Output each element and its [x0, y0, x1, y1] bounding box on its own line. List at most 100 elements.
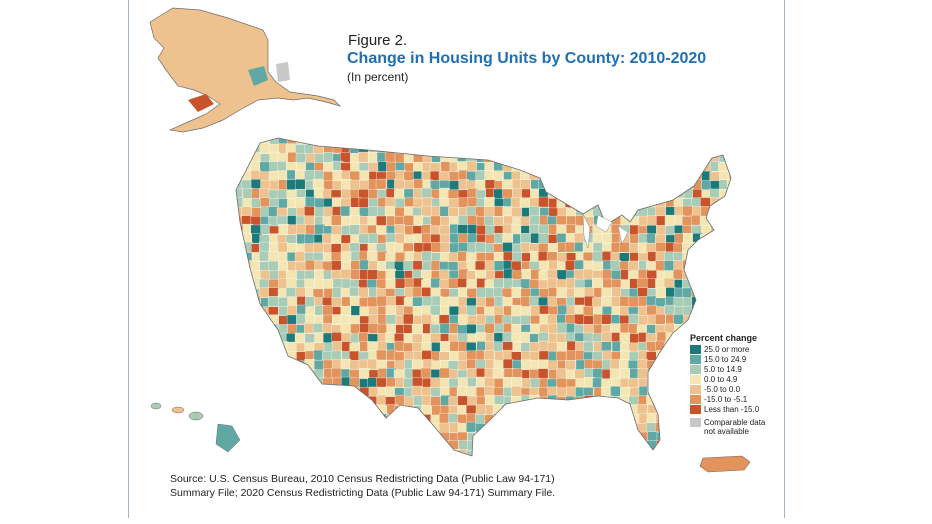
county-cell	[476, 450, 487, 456]
county-cell	[304, 144, 315, 155]
puerto-rico-shape	[699, 455, 751, 473]
county-cell	[629, 243, 640, 254]
county-cell	[566, 460, 576, 470]
county-cell	[673, 377, 684, 389]
county-cell	[323, 441, 335, 452]
county-cell	[421, 205, 432, 217]
county-cell	[547, 394, 558, 406]
county-cell	[637, 450, 648, 456]
county-cell	[259, 241, 270, 253]
county-cell	[467, 197, 479, 208]
county-cell	[636, 423, 648, 434]
county-cell	[493, 341, 504, 352]
county-cell	[269, 171, 280, 182]
county-cell	[673, 449, 684, 456]
great-lakes	[582, 213, 629, 249]
county-cell	[439, 413, 450, 424]
county-cell	[386, 449, 397, 456]
county-cell	[557, 342, 568, 353]
county-cell	[268, 251, 279, 262]
county-cell	[359, 387, 370, 398]
county-cell	[663, 251, 675, 263]
county-cell	[656, 449, 667, 456]
county-cell	[511, 304, 522, 316]
county-cell	[656, 440, 667, 452]
county-cell	[727, 288, 731, 299]
county-cell	[484, 377, 495, 388]
county-cell	[350, 269, 361, 280]
county-cell	[492, 367, 504, 379]
county-cell	[619, 138, 630, 145]
county-cell	[242, 460, 252, 470]
county-cell	[395, 233, 406, 244]
county-cell	[700, 144, 711, 155]
county-cell	[538, 233, 549, 244]
county-cell	[277, 242, 289, 253]
county-cell	[547, 277, 558, 289]
county-cell	[538, 440, 549, 451]
county-cell	[431, 152, 442, 163]
county-cell	[322, 138, 333, 145]
county-cell	[277, 404, 289, 415]
county-cell	[575, 431, 586, 442]
county-cell	[538, 179, 549, 190]
county-cell	[728, 278, 731, 289]
county-cell	[276, 189, 288, 200]
county-cell	[314, 460, 324, 470]
county-cell	[718, 440, 729, 451]
county-cell	[331, 459, 341, 469]
county-cell	[637, 198, 648, 209]
county-cell	[558, 460, 568, 470]
county-cell	[566, 386, 577, 398]
county-cell	[691, 214, 702, 226]
county-cell	[368, 314, 380, 325]
county-cell	[421, 138, 432, 146]
county-cell	[493, 431, 504, 442]
county-cell	[421, 439, 433, 451]
county-cell	[656, 162, 667, 173]
county-cell	[259, 350, 270, 361]
county-cell	[305, 423, 316, 434]
county-cell	[655, 287, 667, 298]
county-cell	[251, 396, 262, 407]
county-cell	[340, 413, 352, 424]
county-cell	[430, 396, 442, 407]
county-cell	[386, 161, 397, 173]
county-cell	[314, 207, 326, 218]
county-cell	[484, 386, 495, 397]
county-cell	[601, 287, 612, 299]
county-cell	[458, 142, 470, 154]
county-cell	[710, 144, 721, 155]
alaska-na-patch	[276, 62, 290, 82]
county-cell	[719, 224, 730, 236]
county-cell	[719, 295, 730, 307]
county-cell	[236, 450, 244, 456]
county-cell	[403, 188, 415, 200]
county-cell	[269, 395, 281, 406]
legend-item: -5.0 to 0.0	[690, 385, 780, 395]
county-cell	[440, 216, 451, 227]
county-cell	[692, 261, 703, 272]
county-cell	[241, 279, 253, 291]
county-cell	[520, 414, 531, 425]
county-cell	[556, 377, 567, 389]
county-cell	[520, 233, 531, 244]
county-cell	[565, 170, 576, 181]
county-cell	[646, 295, 657, 307]
county-cell	[539, 414, 550, 425]
county-cell	[647, 143, 658, 154]
county-cell	[555, 351, 567, 362]
county-cell	[565, 241, 576, 253]
county-cell	[673, 349, 684, 361]
county-cell	[591, 422, 603, 433]
county-cell	[700, 197, 711, 208]
county-cell	[593, 152, 604, 163]
county-cell	[683, 153, 694, 164]
county-cell	[295, 153, 307, 164]
county-cell	[439, 187, 450, 199]
county-cell	[313, 449, 324, 456]
county-cell	[448, 171, 460, 182]
county-cell	[717, 287, 729, 299]
county-cell	[295, 342, 307, 354]
county-cell	[475, 431, 486, 442]
